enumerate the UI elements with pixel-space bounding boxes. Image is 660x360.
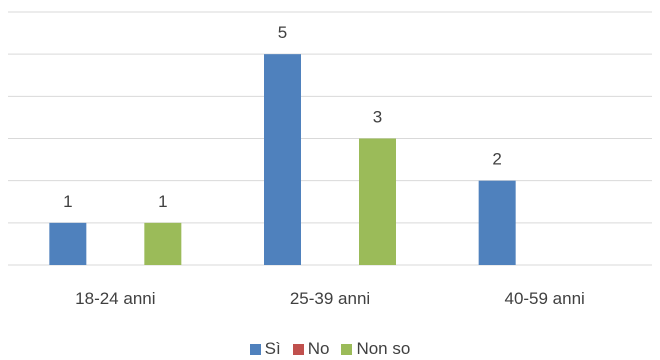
legend-label-no: No bbox=[307, 339, 330, 358]
data-label: 1 bbox=[63, 192, 72, 211]
x-tick-label: 18-24 anni bbox=[75, 289, 155, 308]
legend-item-non-so: Non so bbox=[341, 339, 410, 359]
data-label: 3 bbox=[373, 108, 382, 127]
bar bbox=[359, 138, 396, 265]
data-labels: 1 1 5 3 2 bbox=[63, 23, 502, 211]
bar bbox=[264, 54, 301, 265]
legend-label-non-so: Non so bbox=[356, 339, 411, 358]
legend-swatch-non-so bbox=[341, 343, 353, 355]
bars bbox=[49, 54, 516, 265]
x-axis-labels: 18-24 anni 25-39 anni 40-59 anni bbox=[75, 289, 585, 308]
legend-label-si: Sì bbox=[264, 339, 281, 358]
bar bbox=[49, 222, 87, 265]
legend: Sì No Non so bbox=[0, 338, 660, 360]
gridlines bbox=[8, 11, 652, 266]
data-label: 2 bbox=[492, 150, 501, 169]
bar bbox=[478, 180, 516, 265]
x-tick-label: 40-59 anni bbox=[504, 289, 584, 308]
legend-swatch-si bbox=[249, 343, 261, 355]
legend-swatch-no bbox=[292, 343, 304, 355]
x-tick-label: 25-39 anni bbox=[290, 289, 370, 308]
data-label: 1 bbox=[158, 192, 167, 211]
data-label: 5 bbox=[278, 23, 287, 42]
bar bbox=[144, 222, 182, 265]
legend-item-no: No bbox=[292, 339, 330, 359]
legend-item-si: Sì bbox=[249, 339, 281, 359]
